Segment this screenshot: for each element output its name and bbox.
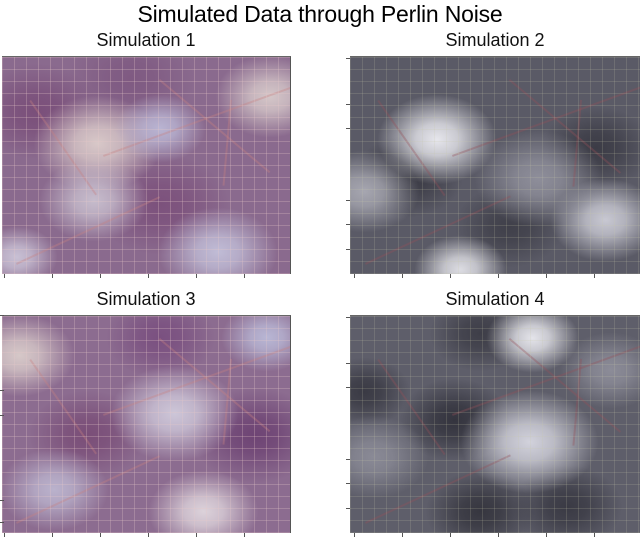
x-axis-tick <box>402 274 403 278</box>
y-axis-tick <box>346 249 350 250</box>
heatmap-simulation-1 <box>2 56 291 274</box>
x-axis-tick <box>196 274 197 278</box>
grid-overlay <box>2 316 290 533</box>
x-axis-tick <box>594 533 595 537</box>
x-axis-tick <box>594 274 595 278</box>
y-axis-tick <box>346 200 350 201</box>
x-axis-tick <box>354 533 355 537</box>
x-axis-tick <box>4 274 5 278</box>
x-axis-tick <box>498 533 499 537</box>
x-axis-tick <box>52 533 53 537</box>
y-axis-tick <box>0 522 4 523</box>
y-axis-tick <box>346 128 350 129</box>
grid-overlay <box>2 57 290 274</box>
x-axis-tick <box>402 533 403 537</box>
y-axis-tick <box>346 104 350 105</box>
x-axis-tick <box>4 533 5 537</box>
x-axis-tick <box>196 533 197 537</box>
y-axis-tick <box>346 387 350 388</box>
x-axis-tick <box>498 274 499 278</box>
y-axis-tick <box>0 415 4 416</box>
y-axis-tick <box>346 459 350 460</box>
grid-overlay <box>350 316 640 533</box>
x-axis-tick <box>546 274 547 278</box>
heatmap-simulation-4 <box>350 315 640 533</box>
panel-title-4: Simulation 4 <box>350 288 640 310</box>
x-axis-tick <box>244 533 245 537</box>
heatmap-simulation-3 <box>2 315 291 533</box>
heatmap-simulation-2 <box>350 56 640 274</box>
y-axis-tick <box>346 363 350 364</box>
y-axis-tick <box>0 500 4 501</box>
y-axis-tick <box>0 390 4 391</box>
x-axis-tick <box>546 533 547 537</box>
x-axis-tick <box>52 274 53 278</box>
x-axis-tick <box>354 274 355 278</box>
y-axis-tick <box>0 315 4 316</box>
x-axis-tick <box>148 533 149 537</box>
y-axis-tick <box>346 483 350 484</box>
y-axis-tick <box>346 508 350 509</box>
panel-title-2: Simulation 2 <box>350 29 640 51</box>
panel-title-3: Simulation 3 <box>2 288 290 310</box>
x-axis-tick <box>148 274 149 278</box>
x-axis-tick <box>100 533 101 537</box>
x-axis-tick <box>244 274 245 278</box>
figure-title: Simulated Data through Perlin Noise <box>0 0 640 28</box>
y-axis-tick <box>346 224 350 225</box>
y-axis-tick <box>346 58 350 59</box>
x-axis-tick <box>450 533 451 537</box>
x-axis-tick <box>450 274 451 278</box>
panel-title-1: Simulation 1 <box>2 29 290 51</box>
y-axis-tick <box>346 317 350 318</box>
x-axis-tick <box>100 274 101 278</box>
grid-overlay <box>350 57 640 274</box>
